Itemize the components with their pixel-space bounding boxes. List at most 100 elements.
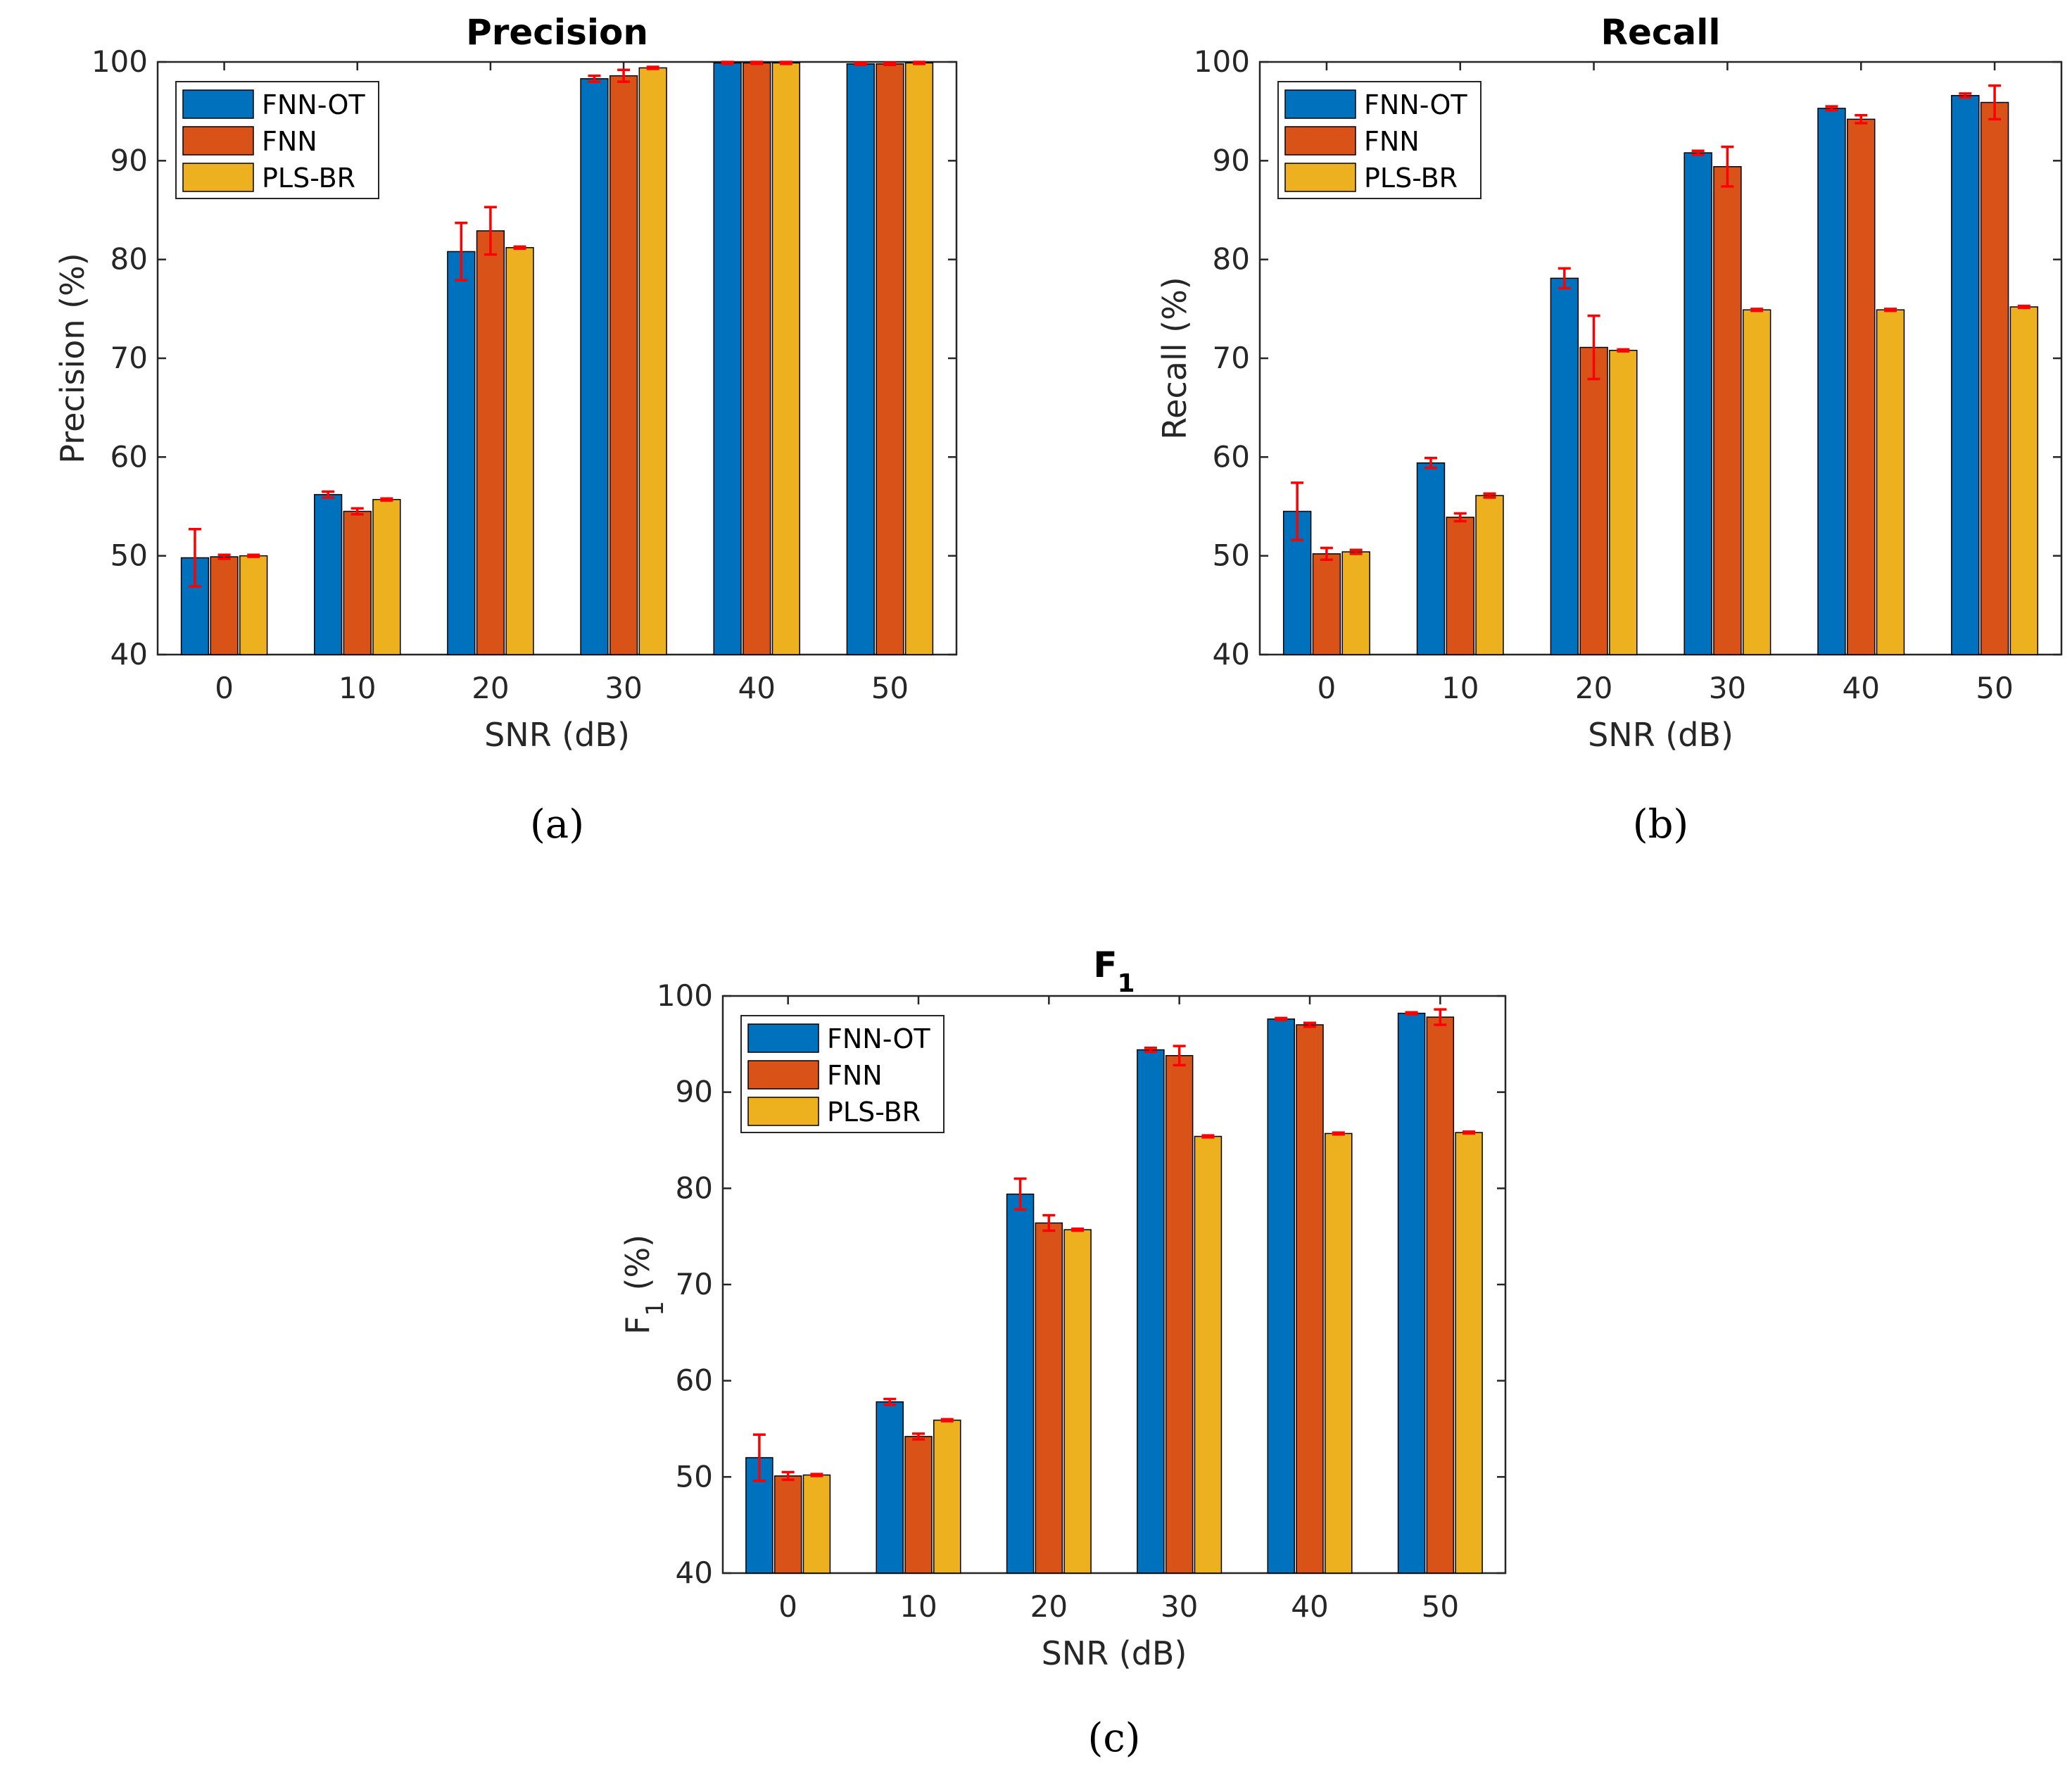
x-tick-label: 10 — [1441, 671, 1479, 705]
bar — [1876, 309, 1905, 655]
bar — [1194, 1135, 1223, 1574]
legend-label: FNN-OT — [827, 1023, 930, 1054]
bar — [210, 556, 239, 655]
bar — [239, 555, 268, 655]
legend-swatch — [747, 1097, 819, 1126]
bar — [313, 493, 343, 655]
legend: FNN-OT FNN PLS-BR — [1277, 81, 1482, 199]
x-tick-label: 30 — [1709, 671, 1746, 705]
chart-title: Recall — [1600, 12, 1720, 53]
x-tick-label: 20 — [1575, 671, 1612, 705]
chart-title: Precision — [466, 12, 648, 53]
x-axis-label: SNR (dB) — [484, 716, 630, 754]
legend-label: FNN — [1364, 126, 1420, 157]
x-tick-label: 50 — [1422, 1589, 1459, 1624]
legend-swatch — [747, 1023, 819, 1053]
x-tick-label: 50 — [871, 671, 909, 705]
bar — [1137, 1049, 1165, 1574]
bar — [372, 498, 401, 655]
bar — [1455, 1132, 1483, 1574]
x-tick-label: 40 — [738, 671, 776, 705]
y-tick-label: 60 — [676, 1363, 713, 1398]
bar — [1980, 101, 2009, 655]
bar — [343, 510, 372, 655]
y-tick-label: 90 — [676, 1075, 713, 1109]
bar — [1296, 1024, 1324, 1574]
bar — [904, 1436, 933, 1574]
bar — [773, 1475, 802, 1574]
legend-swatch — [1284, 163, 1356, 192]
bar — [1035, 1222, 1063, 1574]
x-axis-label: SNR (dB) — [1042, 1634, 1187, 1672]
bar — [1951, 94, 1980, 655]
chart-2: F1 40 50 60 70 80 90 100 0 10 20 30 40 50 SNR (dB) F1 (… — [619, 945, 1507, 1761]
y-tick-label: 40 — [1213, 637, 1250, 671]
y-tick-label: 60 — [1213, 439, 1250, 474]
bar — [2009, 306, 2039, 655]
bar — [1426, 1016, 1455, 1574]
bar — [1312, 553, 1341, 655]
bar — [580, 78, 609, 655]
bar — [609, 75, 638, 655]
legend-label: PLS-BR — [827, 1097, 921, 1128]
bar — [1267, 1018, 1295, 1574]
bar — [1684, 152, 1712, 655]
y-tick-label: 90 — [1213, 143, 1250, 177]
bar — [743, 62, 771, 655]
bar — [638, 67, 667, 655]
x-tick-label: 40 — [1291, 1589, 1328, 1624]
y-axis-label: Precision (%) — [53, 253, 91, 463]
y-tick-label: 50 — [676, 1459, 713, 1494]
legend-label: FNN-OT — [262, 89, 365, 120]
bar — [1847, 118, 1876, 655]
bar — [876, 63, 904, 655]
legend-label: FNN — [262, 126, 317, 157]
y-tick-label: 70 — [110, 341, 148, 375]
bar — [1713, 166, 1742, 655]
y-tick-label: 70 — [1213, 341, 1250, 375]
x-tick-label: 0 — [215, 671, 234, 705]
bar — [1475, 495, 1504, 655]
bar — [1006, 1193, 1035, 1574]
y-axis-label: Recall (%) — [1156, 277, 1194, 439]
y-tick-label: 50 — [110, 538, 148, 573]
bar — [876, 1401, 904, 1574]
x-tick-label: 10 — [899, 1589, 937, 1624]
x-axis-label: SNR (dB) — [1588, 716, 1733, 754]
bar — [771, 62, 801, 655]
bar — [713, 62, 742, 655]
legend-swatch — [182, 126, 254, 156]
y-tick-label: 100 — [1194, 44, 1250, 79]
chart-0: Precision 40 50 60 70 80 90 100 0 10 20 30 40 50 SNR (… — [53, 12, 958, 847]
legend-label: FNN — [827, 1060, 883, 1091]
chart-title: F1 — [1093, 945, 1135, 998]
x-tick-label: 0 — [1318, 671, 1337, 705]
bar — [1165, 1054, 1194, 1574]
legend-label: PLS-BR — [262, 163, 355, 194]
x-tick-label: 30 — [605, 671, 642, 705]
x-tick-label: 20 — [1030, 1589, 1068, 1624]
x-tick-label: 10 — [339, 671, 376, 705]
y-tick-label: 60 — [110, 439, 148, 474]
legend-swatch — [182, 163, 254, 192]
y-tick-label: 100 — [91, 44, 148, 79]
bar — [1063, 1229, 1092, 1574]
legend: FNN-OT FNN PLS-BR — [175, 81, 379, 199]
y-tick-label: 80 — [1213, 242, 1250, 277]
legend: FNN-OT FNN PLS-BR — [740, 1015, 945, 1133]
bar — [1325, 1132, 1353, 1574]
bar — [802, 1474, 831, 1574]
x-tick-label: 40 — [1843, 671, 1880, 705]
y-axis-label: F1 (%) — [619, 1235, 669, 1335]
panel-label: (b) — [1633, 802, 1689, 847]
bar — [1446, 517, 1474, 655]
bar — [505, 247, 534, 655]
y-tick-label: 90 — [110, 143, 148, 177]
bar — [1550, 277, 1579, 655]
y-tick-label: 50 — [1213, 538, 1250, 573]
y-tick-label: 70 — [676, 1267, 713, 1301]
bar — [1579, 346, 1608, 655]
y-tick-label: 40 — [110, 637, 148, 671]
y-tick-label: 80 — [110, 242, 148, 277]
